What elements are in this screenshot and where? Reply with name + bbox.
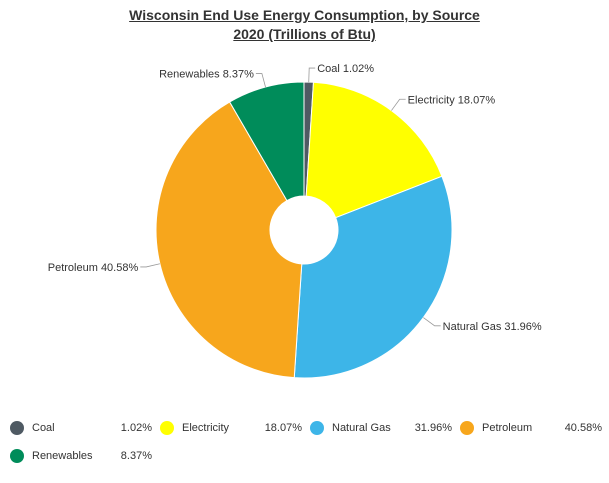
legend-item-natural-gas[interactable]: Natural Gas 31.96% bbox=[310, 418, 452, 438]
legend-item-renewables[interactable]: Renewables 8.37% bbox=[10, 446, 152, 466]
legend-label: Natural Gas bbox=[332, 422, 391, 434]
legend-label: Petroleum bbox=[482, 422, 533, 434]
legend-item-coal[interactable]: Coal 1.02% bbox=[10, 418, 152, 438]
legend-label: Electricity bbox=[182, 422, 230, 434]
legend-label: Renewables bbox=[32, 450, 93, 462]
pie-slice-petroleum[interactable] bbox=[155, 101, 303, 379]
legend-value: 18.07% bbox=[264, 422, 302, 434]
legend-value: 8.37% bbox=[120, 450, 152, 462]
chart-title-line1: Wisconsin End Use Energy Consumption, by… bbox=[129, 7, 480, 23]
legend-marker-icon bbox=[10, 421, 24, 435]
legend-value: 1.02% bbox=[120, 422, 152, 434]
legend-label: Coal bbox=[32, 422, 55, 434]
legend-marker-icon bbox=[160, 421, 174, 435]
legend-marker-icon bbox=[460, 421, 474, 435]
pie-slice-natural-gas[interactable] bbox=[293, 175, 453, 379]
legend-marker-icon bbox=[10, 449, 24, 463]
label-connector bbox=[423, 317, 441, 327]
pie-slice-renewables[interactable] bbox=[229, 81, 305, 202]
data-label-electricity: Electricity 18.07% bbox=[408, 94, 496, 106]
data-label-renewables: Renewables 8.37% bbox=[159, 69, 254, 81]
chart-title: Wisconsin End Use Energy Consumption, by… bbox=[0, 6, 609, 44]
legend-value: 31.96% bbox=[414, 422, 452, 434]
data-label-petroleum: Petroleum 40.58% bbox=[48, 262, 139, 274]
legend-marker-icon bbox=[310, 421, 324, 435]
pie-slice-electricity[interactable] bbox=[305, 81, 443, 219]
legend-item-petroleum[interactable]: Petroleum 40.58% bbox=[460, 418, 602, 438]
label-connector bbox=[308, 67, 316, 83]
data-label-natural-gas: Natural Gas 31.96% bbox=[443, 321, 542, 333]
data-label-coal: Coal 1.02% bbox=[317, 63, 374, 75]
label-connector bbox=[140, 263, 160, 268]
label-connector bbox=[255, 73, 266, 88]
legend-value: 40.58% bbox=[564, 422, 602, 434]
chart-title-line2: 2020 (Trillions of Btu) bbox=[233, 26, 376, 42]
legend-item-electricity[interactable]: Electricity 18.07% bbox=[160, 418, 302, 438]
label-connector bbox=[391, 98, 406, 111]
